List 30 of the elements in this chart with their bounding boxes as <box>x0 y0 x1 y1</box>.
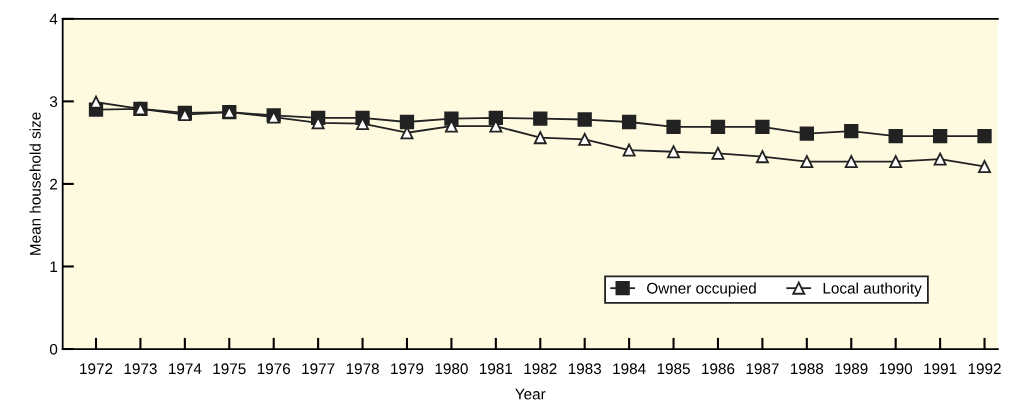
x-tick-label: 1973 <box>124 363 157 375</box>
x-tick-label: 1986 <box>702 363 735 375</box>
x-tick-label: 1991 <box>924 363 957 375</box>
x-tick-label: 1980 <box>435 363 468 375</box>
legend-label: Owner occupied <box>647 282 756 297</box>
x-tick-label: 1982 <box>524 363 557 375</box>
x-axis-title: Year <box>515 388 546 400</box>
x-tick-label: 1975 <box>213 363 246 375</box>
x-tick-label: 1987 <box>746 363 779 375</box>
y-tick-label: 1 <box>50 261 58 273</box>
x-tick-label: 1978 <box>346 363 379 375</box>
y-tick-label: 0 <box>49 343 58 355</box>
x-tick-label: 1981 <box>480 363 513 375</box>
y-tick-label: 2 <box>50 178 58 190</box>
x-tick-label: 1985 <box>657 363 690 375</box>
x-tick-label: 1979 <box>391 363 424 375</box>
x-tick-label: 1992 <box>968 363 1001 375</box>
x-tick-label: 1990 <box>879 363 913 375</box>
x-tick-label: 1974 <box>169 363 202 375</box>
x-tick-label: 1983 <box>568 363 602 375</box>
x-tick-label: 1989 <box>835 363 868 375</box>
x-tick-label: 1972 <box>80 363 113 375</box>
x-tick-label: 1988 <box>791 363 824 375</box>
y-tick-label: 4 <box>49 13 58 25</box>
y-tick-label: 3 <box>49 96 58 108</box>
y-axis-title: Mean household size <box>29 112 41 255</box>
x-tick-label: 1984 <box>613 363 646 375</box>
x-tick-label: 1976 <box>257 363 291 375</box>
x-tick-label: 1977 <box>302 363 335 375</box>
legend-label: Local authority <box>823 282 922 297</box>
